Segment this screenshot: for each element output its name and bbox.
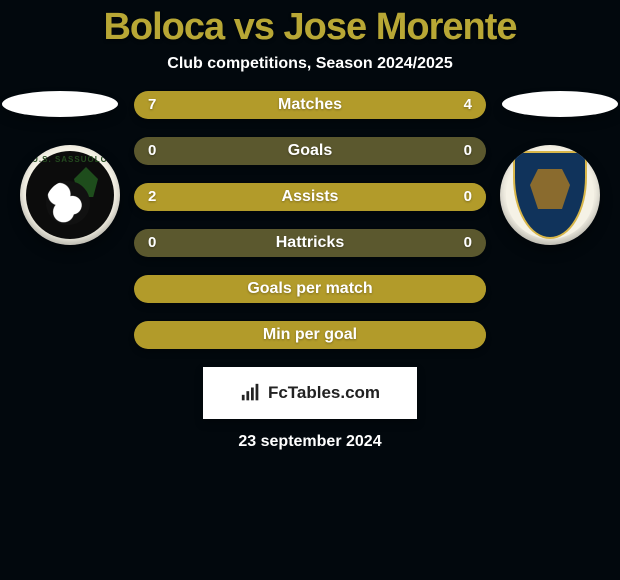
stat-label: Min per goal — [134, 321, 486, 349]
comparison-stage: U.S. SASSUOLO U.S. LECCE Matches74Goals0… — [0, 91, 620, 349]
stat-bar: Goals0 0 — [134, 137, 486, 165]
brand-text: FcTables.com — [268, 383, 380, 403]
wolf-icon — [530, 169, 570, 209]
subtitle: Club competitions, Season 2024/2025 — [167, 55, 452, 73]
player-left-ellipse — [2, 91, 118, 117]
stat-value-right: 0 — [464, 183, 472, 211]
ball-icon — [46, 181, 90, 225]
stat-label: Matches — [134, 91, 486, 119]
stat-value-left: 0 — [148, 229, 156, 257]
stat-value-left: 7 — [148, 91, 156, 119]
stat-value-right: 0 — [464, 137, 472, 165]
stat-bars-column: Matches74Goals00Assists20Hattricks00Goal… — [134, 91, 486, 349]
sassuolo-inner — [36, 161, 104, 229]
bar-chart-icon — [240, 382, 262, 404]
brand-card: FcTables.com — [203, 367, 417, 419]
stat-bar: Hattricks0 0 — [134, 229, 486, 257]
stat-value-right: 0 — [464, 229, 472, 257]
stat-label: Goals per match — [134, 275, 486, 303]
stat-label: Hattricks — [134, 229, 486, 257]
stat-bar: Goals per match — [134, 275, 486, 303]
sassuolo-badge: U.S. SASSUOLO — [20, 145, 120, 245]
stat-bar: Matches7 4 — [134, 91, 486, 119]
lecce-badge: U.S. LECCE — [500, 145, 600, 245]
stat-label: Goals — [134, 137, 486, 165]
stat-bar: Assists2 0 — [134, 183, 486, 211]
stat-value-right: 4 — [464, 91, 472, 119]
stat-bar: Min per goal — [134, 321, 486, 349]
stat-value-left: 2 — [148, 183, 156, 211]
stat-label: Assists — [134, 183, 486, 211]
date-text: 23 september 2024 — [238, 433, 381, 451]
page-title: Boloca vs Jose Morente — [103, 6, 516, 49]
stat-value-left: 0 — [148, 137, 156, 165]
player-right-ellipse — [502, 91, 618, 117]
